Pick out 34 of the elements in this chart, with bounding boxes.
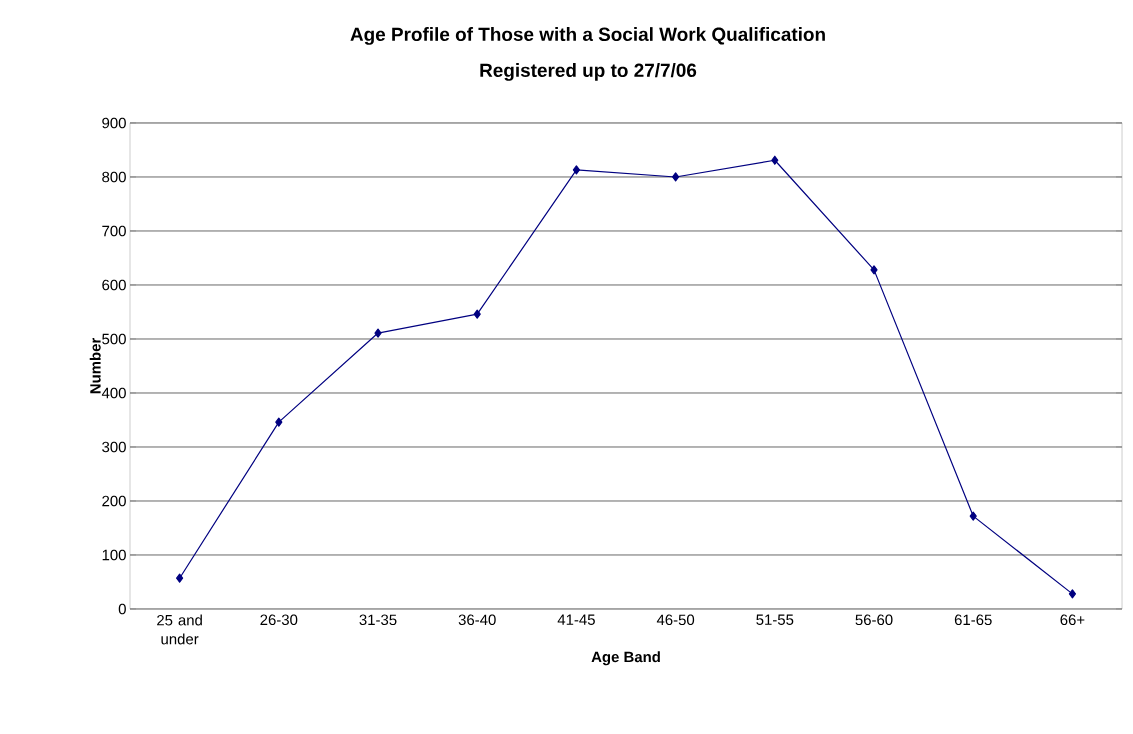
x-tick-label: 25 and under	[157, 614, 202, 645]
x-tick-label: 41-45	[557, 614, 595, 625]
x-tick-label: 36-40	[458, 614, 496, 626]
point	[1068, 589, 1077, 599]
point	[672, 172, 680, 182]
x-tick-label: 31-35	[359, 614, 397, 626]
x-tick-label: 56-60	[855, 614, 893, 626]
x-tick-label: 46-50	[656, 614, 695, 626]
point	[473, 309, 481, 319]
y-tick-label: 0	[118, 603, 126, 615]
x-axis-title: Age Band	[591, 651, 660, 666]
x-tick-label: 51-55	[756, 614, 794, 625]
y-tick-label: 600	[102, 279, 126, 291]
y-tick-label: 700	[102, 225, 126, 237]
y-tick-label: 200	[102, 495, 126, 507]
y-tick-label: 300	[102, 441, 126, 453]
y-axis-title: Number	[89, 337, 101, 394]
y-tick-label: 500	[102, 333, 126, 345]
point	[771, 155, 779, 165]
y-tick-label: 400	[101, 387, 126, 399]
x-tick-label: 61-65	[954, 614, 992, 626]
chart-subtitle: Registered up to 27/7/06	[480, 63, 697, 81]
point	[275, 417, 283, 427]
x-tick-label: 66+	[1060, 614, 1085, 626]
point	[969, 511, 977, 521]
point	[176, 573, 184, 583]
y-tick-label: 800	[102, 171, 126, 183]
x-tick-label: 26-30	[260, 614, 298, 626]
point	[374, 328, 382, 338]
y-tick-label: 100	[102, 549, 126, 561]
y-tick-label: 900	[102, 117, 126, 129]
point	[572, 165, 581, 175]
point	[870, 265, 878, 275]
chart-title: Age Profile of Those with a Social Work Qualification	[350, 27, 825, 45]
